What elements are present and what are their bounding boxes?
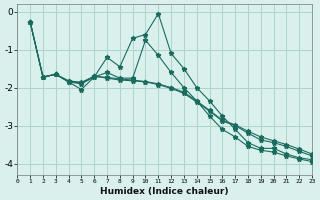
X-axis label: Humidex (Indice chaleur): Humidex (Indice chaleur) (100, 187, 229, 196)
